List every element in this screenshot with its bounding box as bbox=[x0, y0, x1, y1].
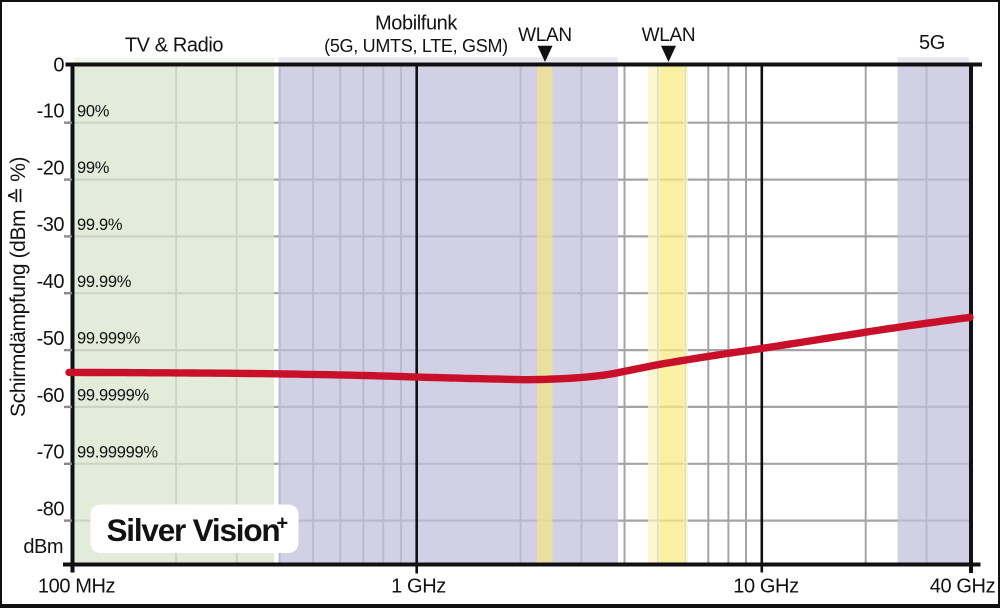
svg-text:99.9%: 99.9% bbox=[77, 216, 123, 234]
svg-text:-40: -40 bbox=[37, 271, 65, 293]
svg-text:dBm: dBm bbox=[23, 536, 63, 558]
svg-text:40 GHz: 40 GHz bbox=[930, 576, 995, 598]
svg-text:-60: -60 bbox=[37, 385, 65, 407]
svg-text:100 MHz: 100 MHz bbox=[38, 576, 115, 598]
svg-text:99%: 99% bbox=[77, 159, 110, 177]
svg-text:TV & Radio: TV & Radio bbox=[125, 35, 224, 57]
svg-text:-20: -20 bbox=[37, 157, 65, 179]
svg-text:-10: -10 bbox=[37, 101, 65, 123]
svg-text:Mobilfunk: Mobilfunk bbox=[375, 13, 458, 35]
svg-text:Silver Vision: Silver Vision bbox=[107, 512, 280, 548]
svg-text:99.99%: 99.99% bbox=[77, 273, 132, 291]
svg-text:90%: 90% bbox=[77, 102, 110, 120]
svg-text:99.999%: 99.999% bbox=[77, 330, 141, 348]
svg-text:-30: -30 bbox=[37, 214, 65, 236]
svg-text:WLAN: WLAN bbox=[642, 25, 696, 46]
svg-text:-50: -50 bbox=[37, 328, 65, 350]
svg-text:(5G, UMTS, LTE, GSM): (5G, UMTS, LTE, GSM) bbox=[324, 36, 508, 56]
svg-text:1 GHz: 1 GHz bbox=[391, 576, 446, 598]
svg-text:-80: -80 bbox=[37, 498, 65, 520]
svg-text:99.9999%: 99.9999% bbox=[77, 387, 150, 405]
svg-text:99.99999%: 99.99999% bbox=[77, 443, 158, 461]
svg-text:10 GHz: 10 GHz bbox=[733, 576, 798, 598]
svg-text:-70: -70 bbox=[37, 442, 65, 464]
svg-text:0: 0 bbox=[53, 55, 64, 77]
svg-text:+: + bbox=[277, 513, 289, 535]
svg-text:5G: 5G bbox=[919, 32, 945, 54]
svg-text:Schirmdämpfung (dBm ≙ %): Schirmdämpfung (dBm ≙ %) bbox=[7, 157, 30, 417]
svg-text:WLAN: WLAN bbox=[518, 25, 572, 46]
